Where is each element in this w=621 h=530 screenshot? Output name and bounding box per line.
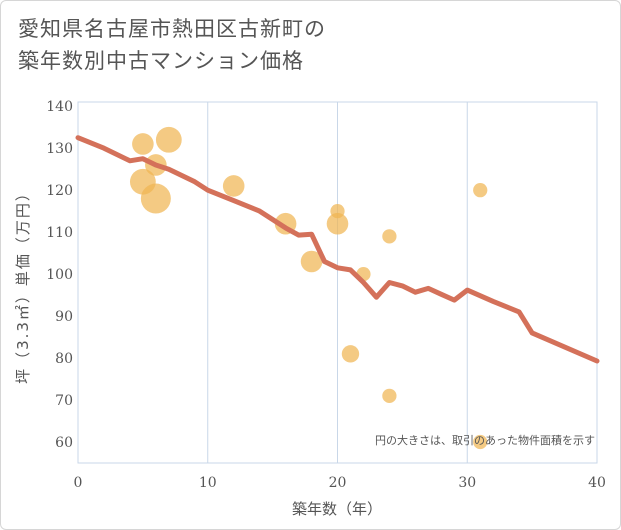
x-tick-label: 40 [588, 475, 606, 491]
title-line-1: 愛知県名古屋市熱田区古新町の [18, 17, 326, 41]
trend-line [75, 135, 600, 364]
tick-layer: 0 10 20 30 40 60 70 80 90 100 110 120 130 140 [46, 99, 606, 491]
x-tick-label: 0 [74, 475, 83, 491]
y-tick-label: 140 [46, 99, 73, 115]
y-tick-label: 110 [46, 225, 73, 241]
trend-layer [75, 135, 600, 364]
x-tick-label: 10 [199, 475, 217, 491]
data-point [326, 212, 349, 235]
size-note: 円の大きさは、取引のあった物件面積を示す [375, 433, 595, 447]
y-tick-label: 100 [46, 267, 73, 283]
x-tick-label: 30 [458, 475, 476, 491]
title-line-2: 築年数別中古マンション価格 [18, 49, 304, 73]
grid [77, 101, 598, 464]
y-tick-label: 90 [55, 309, 73, 325]
data-point [382, 229, 397, 244]
data-point [222, 175, 245, 197]
y-tick-label: 120 [46, 183, 73, 199]
data-point [132, 133, 154, 155]
y-tick-label: 70 [55, 393, 73, 409]
y-tick-label: 60 [55, 435, 73, 451]
chart-title: 愛知県名古屋市熱田区古新町の 築年数別中古マンション価格 [18, 13, 326, 77]
data-point [341, 345, 360, 363]
y-axis-title: 坪（3.3㎡）単価（万円） [14, 184, 32, 384]
y-tick-label: 130 [46, 141, 73, 157]
data-point [382, 388, 397, 403]
data-point [155, 126, 182, 153]
data-point [300, 250, 323, 273]
data-point [473, 183, 488, 198]
data-point [473, 434, 488, 450]
y-tick-label: 80 [55, 351, 73, 367]
x-axis-title: 築年数（年） [292, 500, 382, 518]
x-tick-label: 20 [329, 475, 347, 491]
data-point [140, 183, 171, 214]
